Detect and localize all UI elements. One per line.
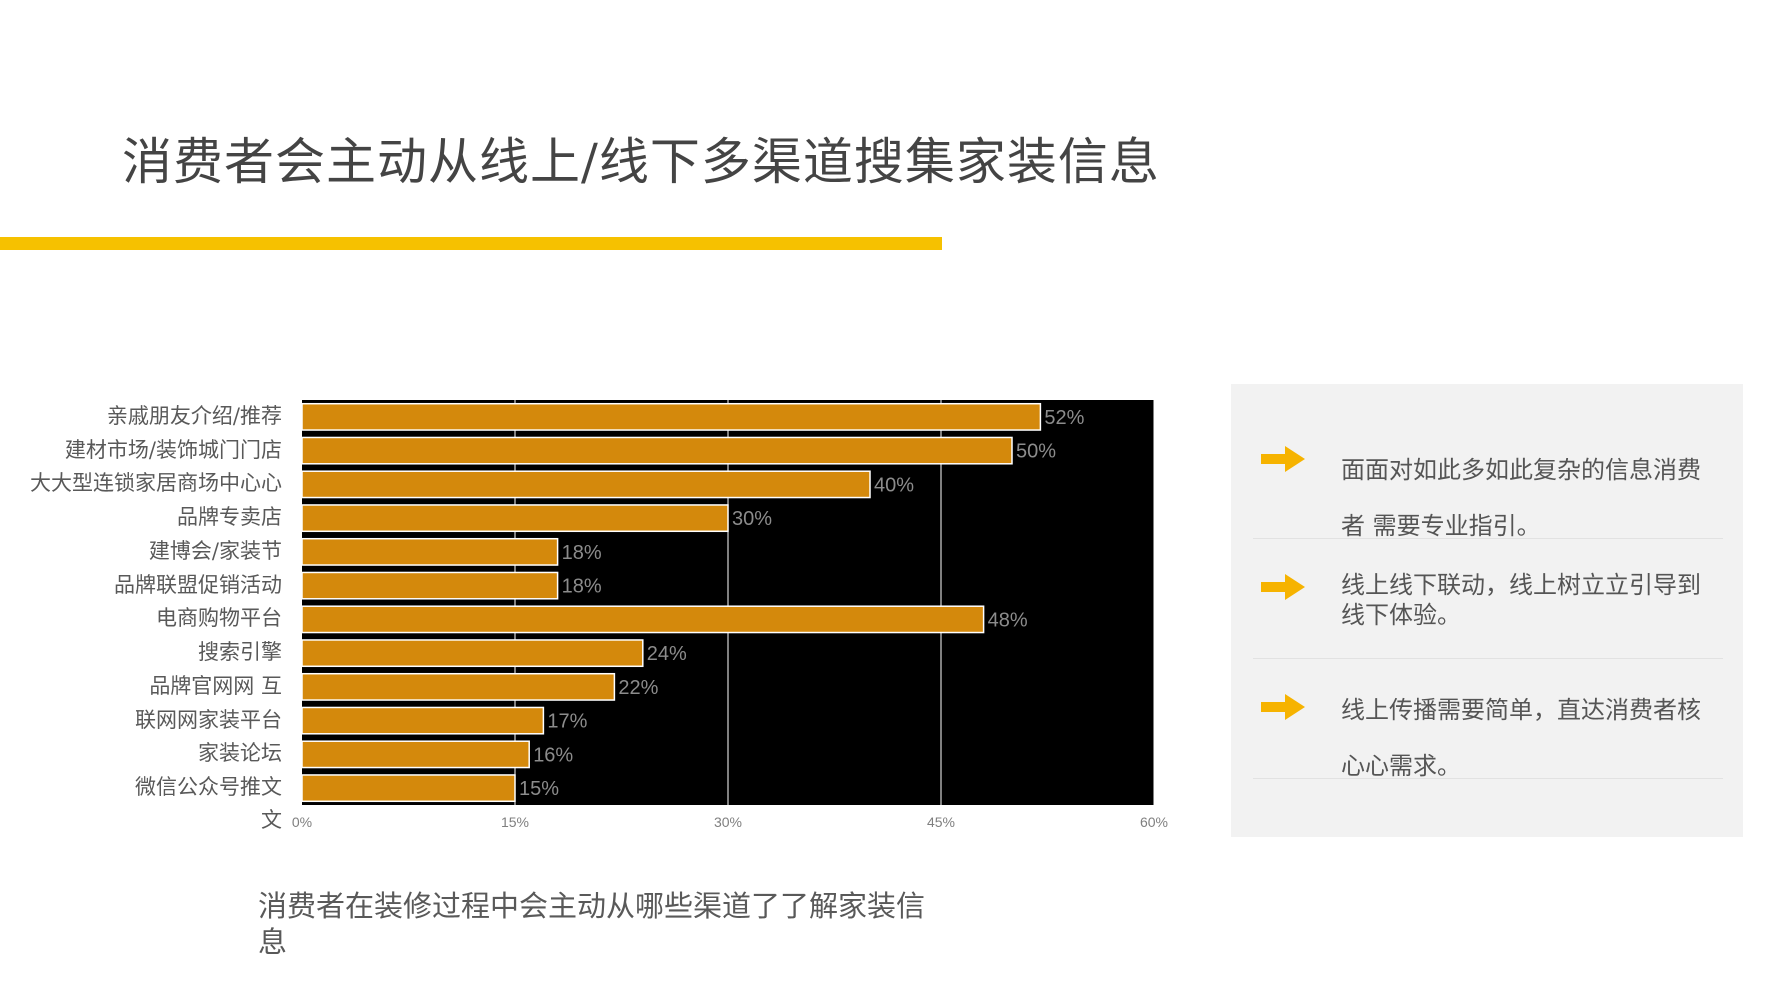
value-label: 16% [533, 744, 573, 766]
value-label: 18% [562, 576, 602, 598]
chart-caption: 消费者在装修过程中会主动从哪些渠道了了解家装信息 [258, 889, 926, 959]
x-tick-label: 30% [714, 814, 742, 830]
value-label: 17% [547, 711, 587, 733]
value-label: 18% [562, 542, 602, 564]
category-label: 联网网家装平台 [135, 707, 282, 732]
category-label: 电商购物平台 [156, 606, 282, 631]
category-label: 建材市场/装饰城门门店 [64, 437, 282, 462]
value-label: 52% [1044, 407, 1084, 429]
bar [301, 706, 545, 735]
insight-item: 线上传播需要简单，直达消费者核心心需求。 [1253, 658, 1723, 780]
insight-text: 线上传播需要简单，直达消费者核心心需求。 [1341, 696, 1701, 780]
extra-axis-label: 文 [261, 808, 282, 832]
insight-item: 线上线下联动，线上树立立引导到线下体验。 [1253, 538, 1723, 659]
bar [301, 436, 1013, 465]
bar [301, 537, 559, 566]
category-label: 家装论坛 [198, 741, 282, 766]
insight-text: 面面对如此多如此复杂的信息消费者 需要专业指引。 [1341, 456, 1701, 540]
insight-text: 线上线下联动，线上树立立引导到线下体验。 [1341, 571, 1701, 629]
right-arrow-icon [1261, 574, 1305, 600]
right-arrow-icon [1261, 694, 1305, 720]
bar [301, 504, 729, 533]
bar [301, 774, 516, 803]
value-label: 40% [874, 474, 914, 496]
bar [301, 672, 616, 701]
gridlines [514, 400, 1155, 805]
bar [301, 605, 985, 634]
x-tick-label: 60% [1140, 814, 1168, 830]
slide-title: 消费者会主动从线上/线下多渠道搜集家装信息 [122, 133, 1160, 191]
x-tick-labels: 0% 15% 30% 45% 60% [292, 814, 1168, 830]
x-tick-label: 0% [292, 814, 312, 830]
category-label: 大大型连锁家居商场中心心 [30, 471, 282, 496]
x-tick-label: 15% [501, 814, 529, 830]
category-label: 亲戚朋友介绍/推荐 [106, 403, 282, 428]
category-label: 搜索引擎 [198, 640, 282, 665]
value-label: 48% [988, 609, 1028, 631]
title-accent-bar [0, 237, 942, 250]
bars [301, 402, 1042, 803]
bar [301, 639, 644, 668]
category-label: 品牌联盟促销活动 [114, 572, 282, 597]
insights-panel: 面面对如此多如此复杂的信息消费者 需要专业指引。 线上线下联动，线上树立立引导到… [1231, 384, 1743, 837]
value-label: 15% [519, 778, 559, 800]
bar [301, 571, 559, 600]
category-label: 微信公众号推文 [135, 775, 282, 800]
value-label: 50% [1016, 441, 1056, 463]
bar [301, 470, 871, 499]
value-labels: 52% 50% 40% 30% 18% 18% 48% 24% 22% 17% 16% 15% [519, 407, 1085, 800]
right-arrow-icon [1261, 446, 1305, 472]
category-label: 品牌专卖店 [177, 505, 282, 530]
bar [301, 740, 530, 769]
value-label: 22% [618, 677, 658, 699]
insight-item: 面面对如此多如此复杂的信息消费者 需要专业指引。 [1253, 384, 1723, 540]
x-tick-label: 45% [927, 814, 955, 830]
category-label: 建博会/家装节 [148, 538, 282, 563]
category-label: 品牌官网网 互 [149, 673, 282, 698]
value-label: 30% [732, 508, 772, 530]
bar [301, 402, 1042, 431]
value-label: 24% [647, 643, 687, 665]
